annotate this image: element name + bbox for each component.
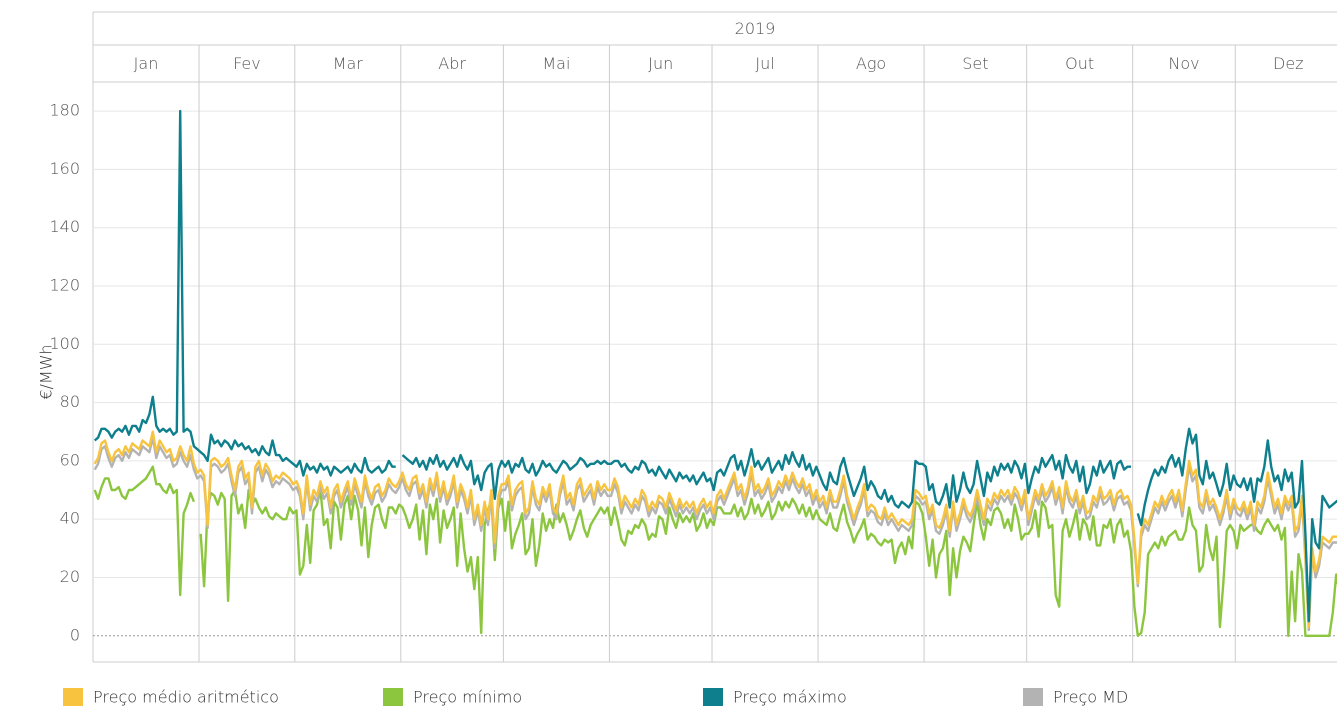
y-tick-label: 80 [60,392,80,411]
y-tick-label: 0 [70,625,80,644]
series-line [93,430,1337,629]
legend-swatch [63,688,83,706]
y-tick-label: 180 [49,101,80,120]
series-line [93,109,1337,623]
legend-label: Preço mínimo [413,688,522,707]
legend-swatch [383,688,403,706]
legend-swatch [1023,688,1043,706]
month-label: Jul [755,54,774,73]
month-label: Nov [1168,54,1199,73]
y-tick-label: 60 [60,450,80,469]
month-label: Abr [438,54,466,73]
legend-swatch [703,688,723,706]
month-label: Jun [648,54,673,73]
month-label: Out [1065,54,1094,73]
y-tick-label: 100 [49,334,80,353]
month-label: Mai [542,54,570,73]
month-label: Dez [1273,54,1304,73]
y-tick-label: 120 [49,276,80,295]
y-tick-label: 140 [49,217,80,236]
y-tick-label: 20 [60,567,80,586]
y-tick-label: 40 [60,509,80,528]
legend-label: Preço médio aritmético [93,688,279,707]
series-line [93,465,1337,637]
legend-label: Preço MD [1053,688,1128,707]
series-line [93,436,1337,632]
month-label: Mar [333,54,364,73]
year-label: 2019 [735,19,776,38]
month-label: Jan [134,54,159,73]
month-label: Fev [233,54,261,73]
y-axis-label: €/MWh [37,344,56,399]
month-label: Ago [856,54,886,73]
y-tick-label: 160 [49,159,80,178]
legend-label: Preço máximo [733,688,847,707]
month-label: Set [962,54,988,73]
